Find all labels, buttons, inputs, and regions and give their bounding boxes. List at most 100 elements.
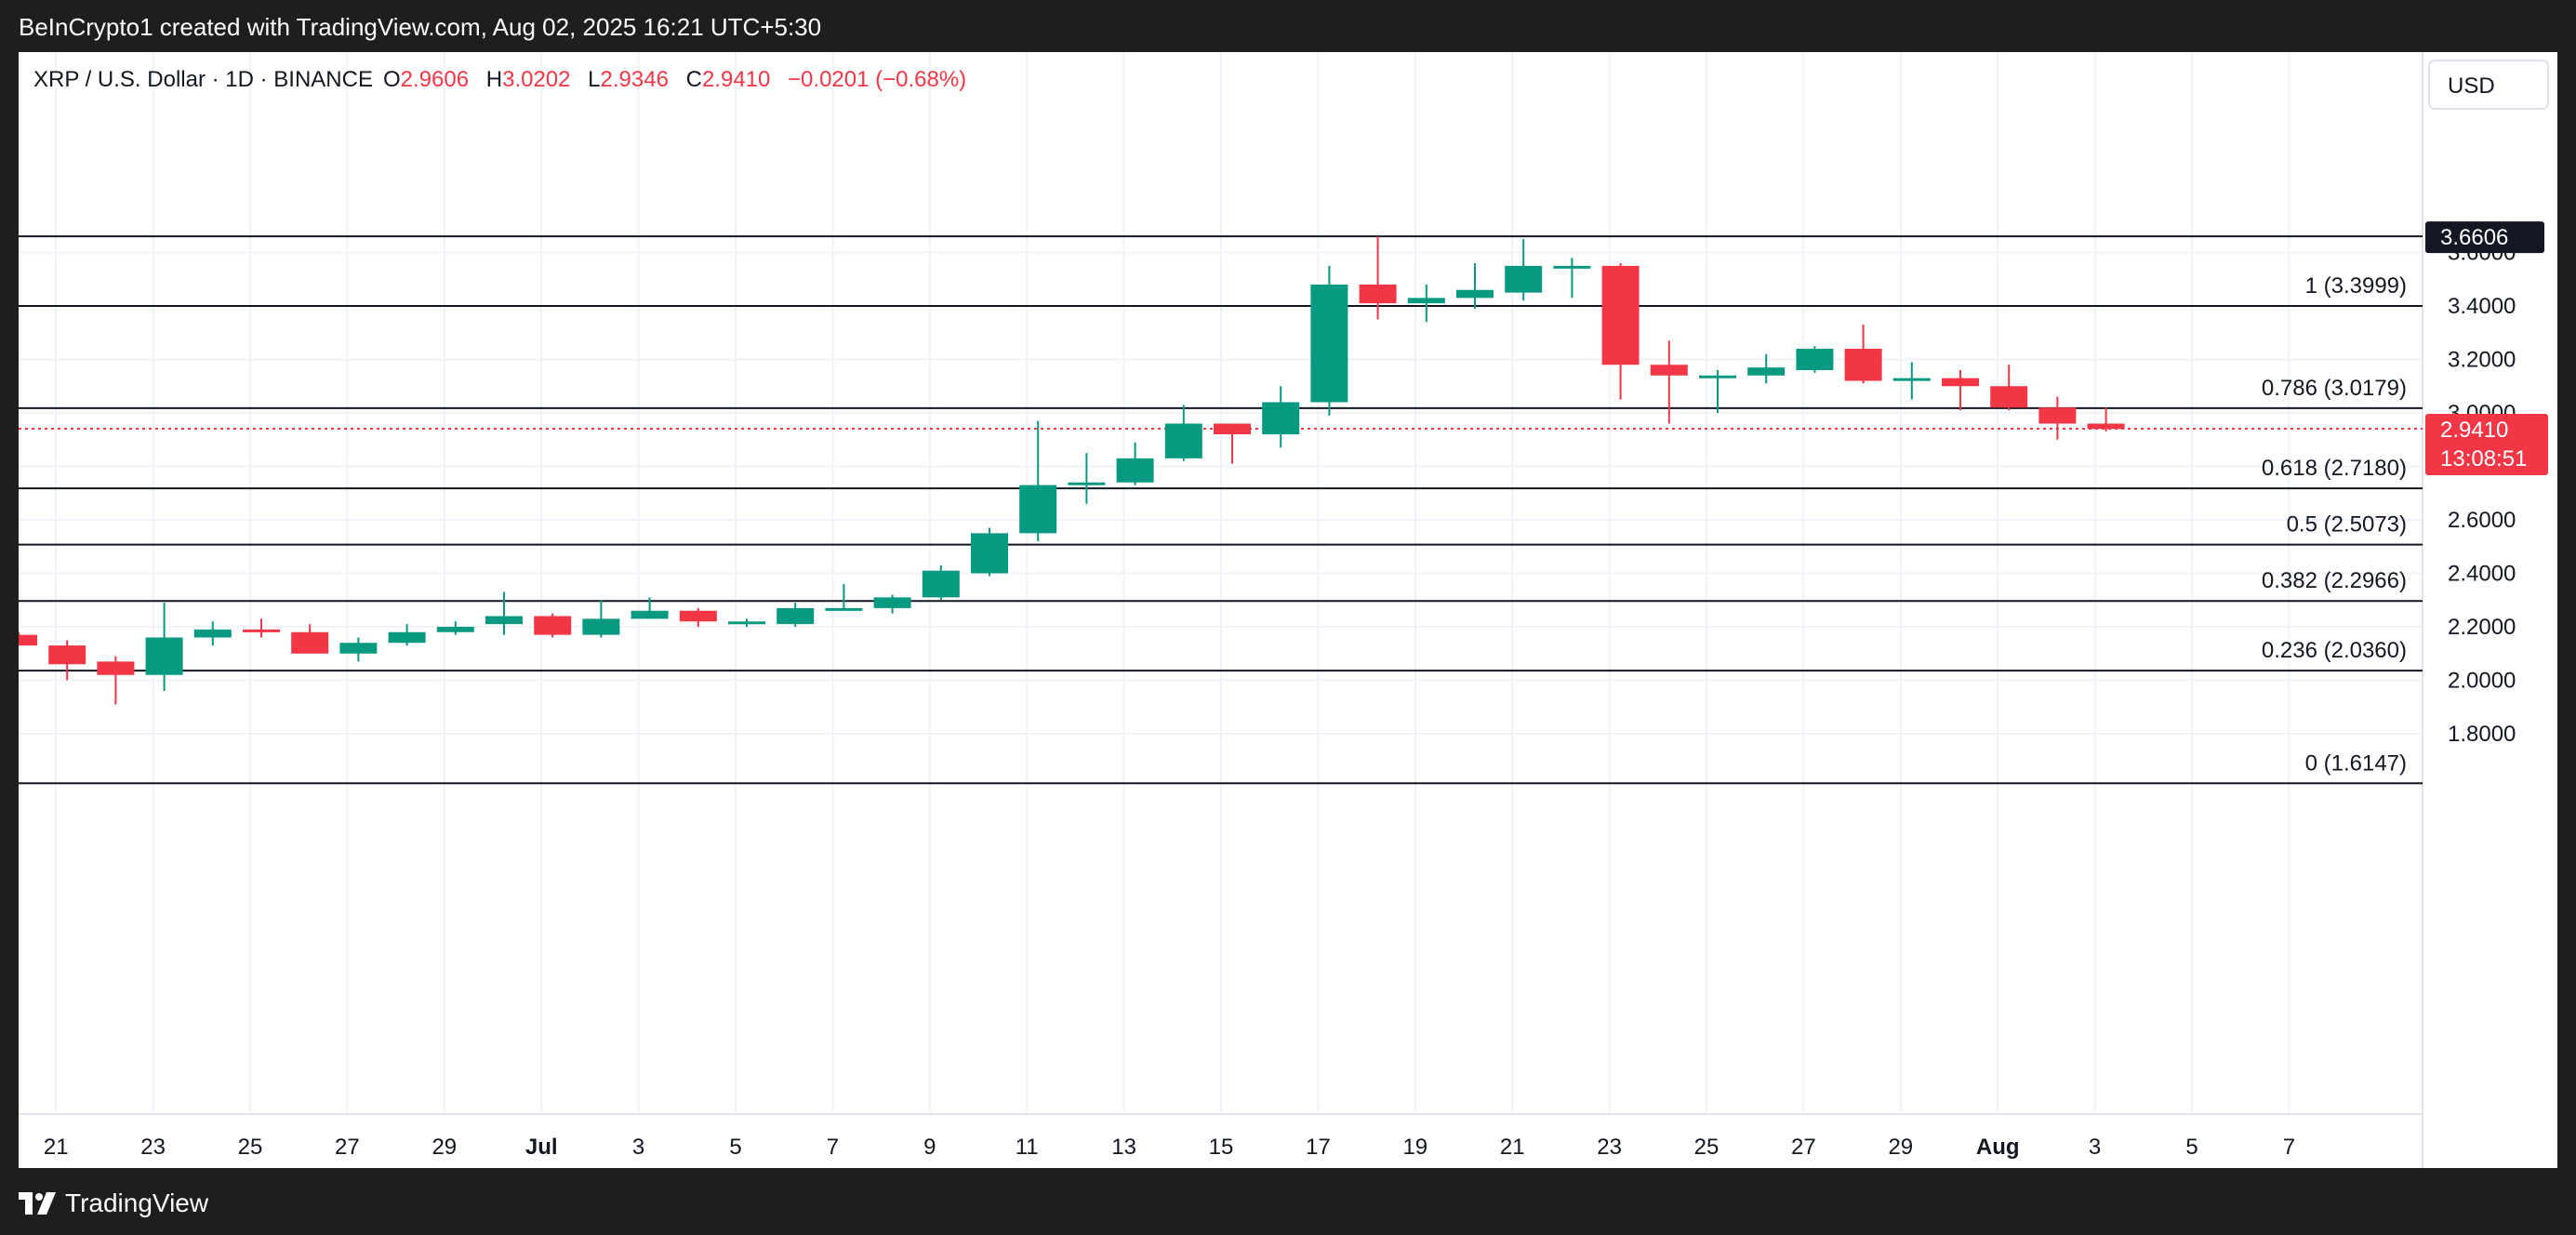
x-tick-label: 17 <box>1306 1135 1331 1160</box>
candle-body <box>97 661 135 675</box>
x-tick-label: 29 <box>1888 1135 1913 1160</box>
x-tick-label: 9 <box>923 1135 936 1160</box>
candle-body <box>339 643 378 654</box>
x-tick-label: 5 <box>2185 1135 2198 1160</box>
candle-body <box>1892 378 1931 381</box>
currency-button[interactable]: USD <box>2428 60 2549 110</box>
candle-body <box>2087 423 2125 430</box>
last-price-tag <box>2425 413 2548 475</box>
fib-level-label: 0.382 (2.2966) <box>2262 568 2407 593</box>
x-tick-label: Aug <box>1976 1135 2020 1160</box>
x-tick-label: 19 <box>1402 1135 1427 1160</box>
x-tick-label: 15 <box>1209 1135 1234 1160</box>
x-tick-label: 13 <box>1111 1135 1136 1160</box>
candle-body <box>243 629 280 632</box>
y-tick-label: 3.2000 <box>2448 348 2516 373</box>
x-tick-label: 21 <box>44 1135 69 1160</box>
legend-low-label: L <box>588 67 600 92</box>
legend-high-label: H <box>486 67 502 92</box>
y-tick-label: 2.0000 <box>2448 669 2516 694</box>
x-tick-label: 23 <box>1597 1135 1622 1160</box>
y-tick-label: 1.8000 <box>2448 722 2516 747</box>
legend-ohlc: O2.9606 H3.0202 L2.9346 C2.9410 −0.0201 … <box>383 67 966 92</box>
candle-body <box>1068 482 1106 485</box>
legend-low-value: 2.9346 <box>601 67 669 92</box>
currency-button-label: USD <box>2448 73 2495 99</box>
candle-body <box>1116 458 1154 483</box>
y-tick-label: 2.4000 <box>2448 562 2516 587</box>
high-price-tag-label: 3.6606 <box>2440 225 2508 250</box>
x-tick-label: 25 <box>1694 1135 1720 1160</box>
candle-body <box>1747 367 1786 376</box>
x-tick-label: 29 <box>432 1135 457 1160</box>
candle-body <box>291 631 329 654</box>
candle-body <box>1164 423 1202 458</box>
chart-panel[interactable]: 1 (3.3999) 0.786 (3.0179) 0.618 (2.7180) 0.… <box>0 52 2557 1168</box>
candle-body <box>193 629 232 638</box>
candle-body <box>1553 265 1591 269</box>
x-tick-label: 27 <box>335 1135 360 1160</box>
tradingview-brand[interactable]: TradingView <box>19 1189 208 1218</box>
fibonacci-levels: 1 (3.3999) 0.786 (3.0179) 0.618 (2.7180) 0.… <box>19 235 2423 785</box>
legend-open-label: O <box>383 67 401 92</box>
y-tick-label: 2.2000 <box>2448 615 2516 640</box>
candle-body <box>1262 402 1300 434</box>
candle-body <box>1844 349 1882 381</box>
candle-body <box>1650 365 1688 376</box>
candle-body <box>1990 386 2028 408</box>
candle-body <box>2038 407 2077 424</box>
y-tick-label: 3.4000 <box>2448 294 2516 319</box>
high-price-tag <box>2425 221 2544 254</box>
chart-caption: BeInCrypto1 created with TradingView.com… <box>19 13 822 41</box>
x-tick-label: 3 <box>2089 1135 2101 1160</box>
candle-body <box>1407 298 1445 304</box>
x-tick-label: 27 <box>1791 1135 1816 1160</box>
x-tick-label: 3 <box>632 1135 644 1160</box>
fib-level-label: 1 (3.3999) <box>2305 273 2407 299</box>
grid-lines <box>19 52 2423 1168</box>
candle-body <box>534 616 572 635</box>
countdown-label: 13:08:51 <box>2440 446 2527 471</box>
tradingview-logo-icon <box>19 1192 56 1215</box>
candle-body <box>873 597 911 608</box>
bottom-bar: TradingView <box>0 1168 2576 1235</box>
x-tick-label: 7 <box>827 1135 839 1160</box>
fib-level-label: 0.786 (3.0179) <box>2262 376 2407 401</box>
candlestick-chart[interactable]: 1 (3.3999) 0.786 (3.0179) 0.618 (2.7180) 0.… <box>0 52 2557 1168</box>
top-bar: BeInCrypto1 created with TradingView.com… <box>0 0 2576 52</box>
candle-body <box>971 533 1008 574</box>
x-tick-label: 5 <box>729 1135 741 1160</box>
x-tick-label: 7 <box>2283 1135 2295 1160</box>
candle-body <box>1601 265 1640 365</box>
x-tick-label: 25 <box>238 1135 263 1160</box>
legend-close-label: C <box>686 67 702 92</box>
candle-body <box>388 631 426 644</box>
candle-body <box>145 637 183 675</box>
candle-body <box>825 607 863 611</box>
legend-close-value: 2.9410 <box>702 67 770 92</box>
candle-body <box>1019 485 1057 534</box>
candles <box>0 236 2125 705</box>
candle-body <box>1214 423 1251 434</box>
candle-body <box>679 610 717 622</box>
candle-body <box>1796 349 1834 370</box>
candle-body <box>1942 378 1979 387</box>
candle-body <box>728 621 765 625</box>
x-tick-label: Jul <box>525 1135 558 1160</box>
fib-level-label: 0.618 (2.7180) <box>2262 456 2407 481</box>
candle-body <box>1310 285 1348 403</box>
candle-body <box>1359 285 1397 304</box>
axis-ticks: 3.60003.40003.20003.00002.80002.60002.40… <box>44 241 2516 1161</box>
candle-body <box>1505 265 1543 293</box>
candle-body <box>922 570 960 598</box>
candle-body <box>436 627 474 632</box>
candle-body <box>777 607 815 625</box>
candle-body <box>631 610 669 619</box>
x-tick-label: 11 <box>1016 1135 1039 1160</box>
legend-high-value: 3.0202 <box>502 67 570 92</box>
fib-level-label: 0.5 (2.5073) <box>2287 512 2407 538</box>
candle-body <box>48 645 86 665</box>
candle-body <box>1699 375 1736 378</box>
candle-body <box>1456 289 1494 299</box>
candle-body <box>0 634 37 646</box>
